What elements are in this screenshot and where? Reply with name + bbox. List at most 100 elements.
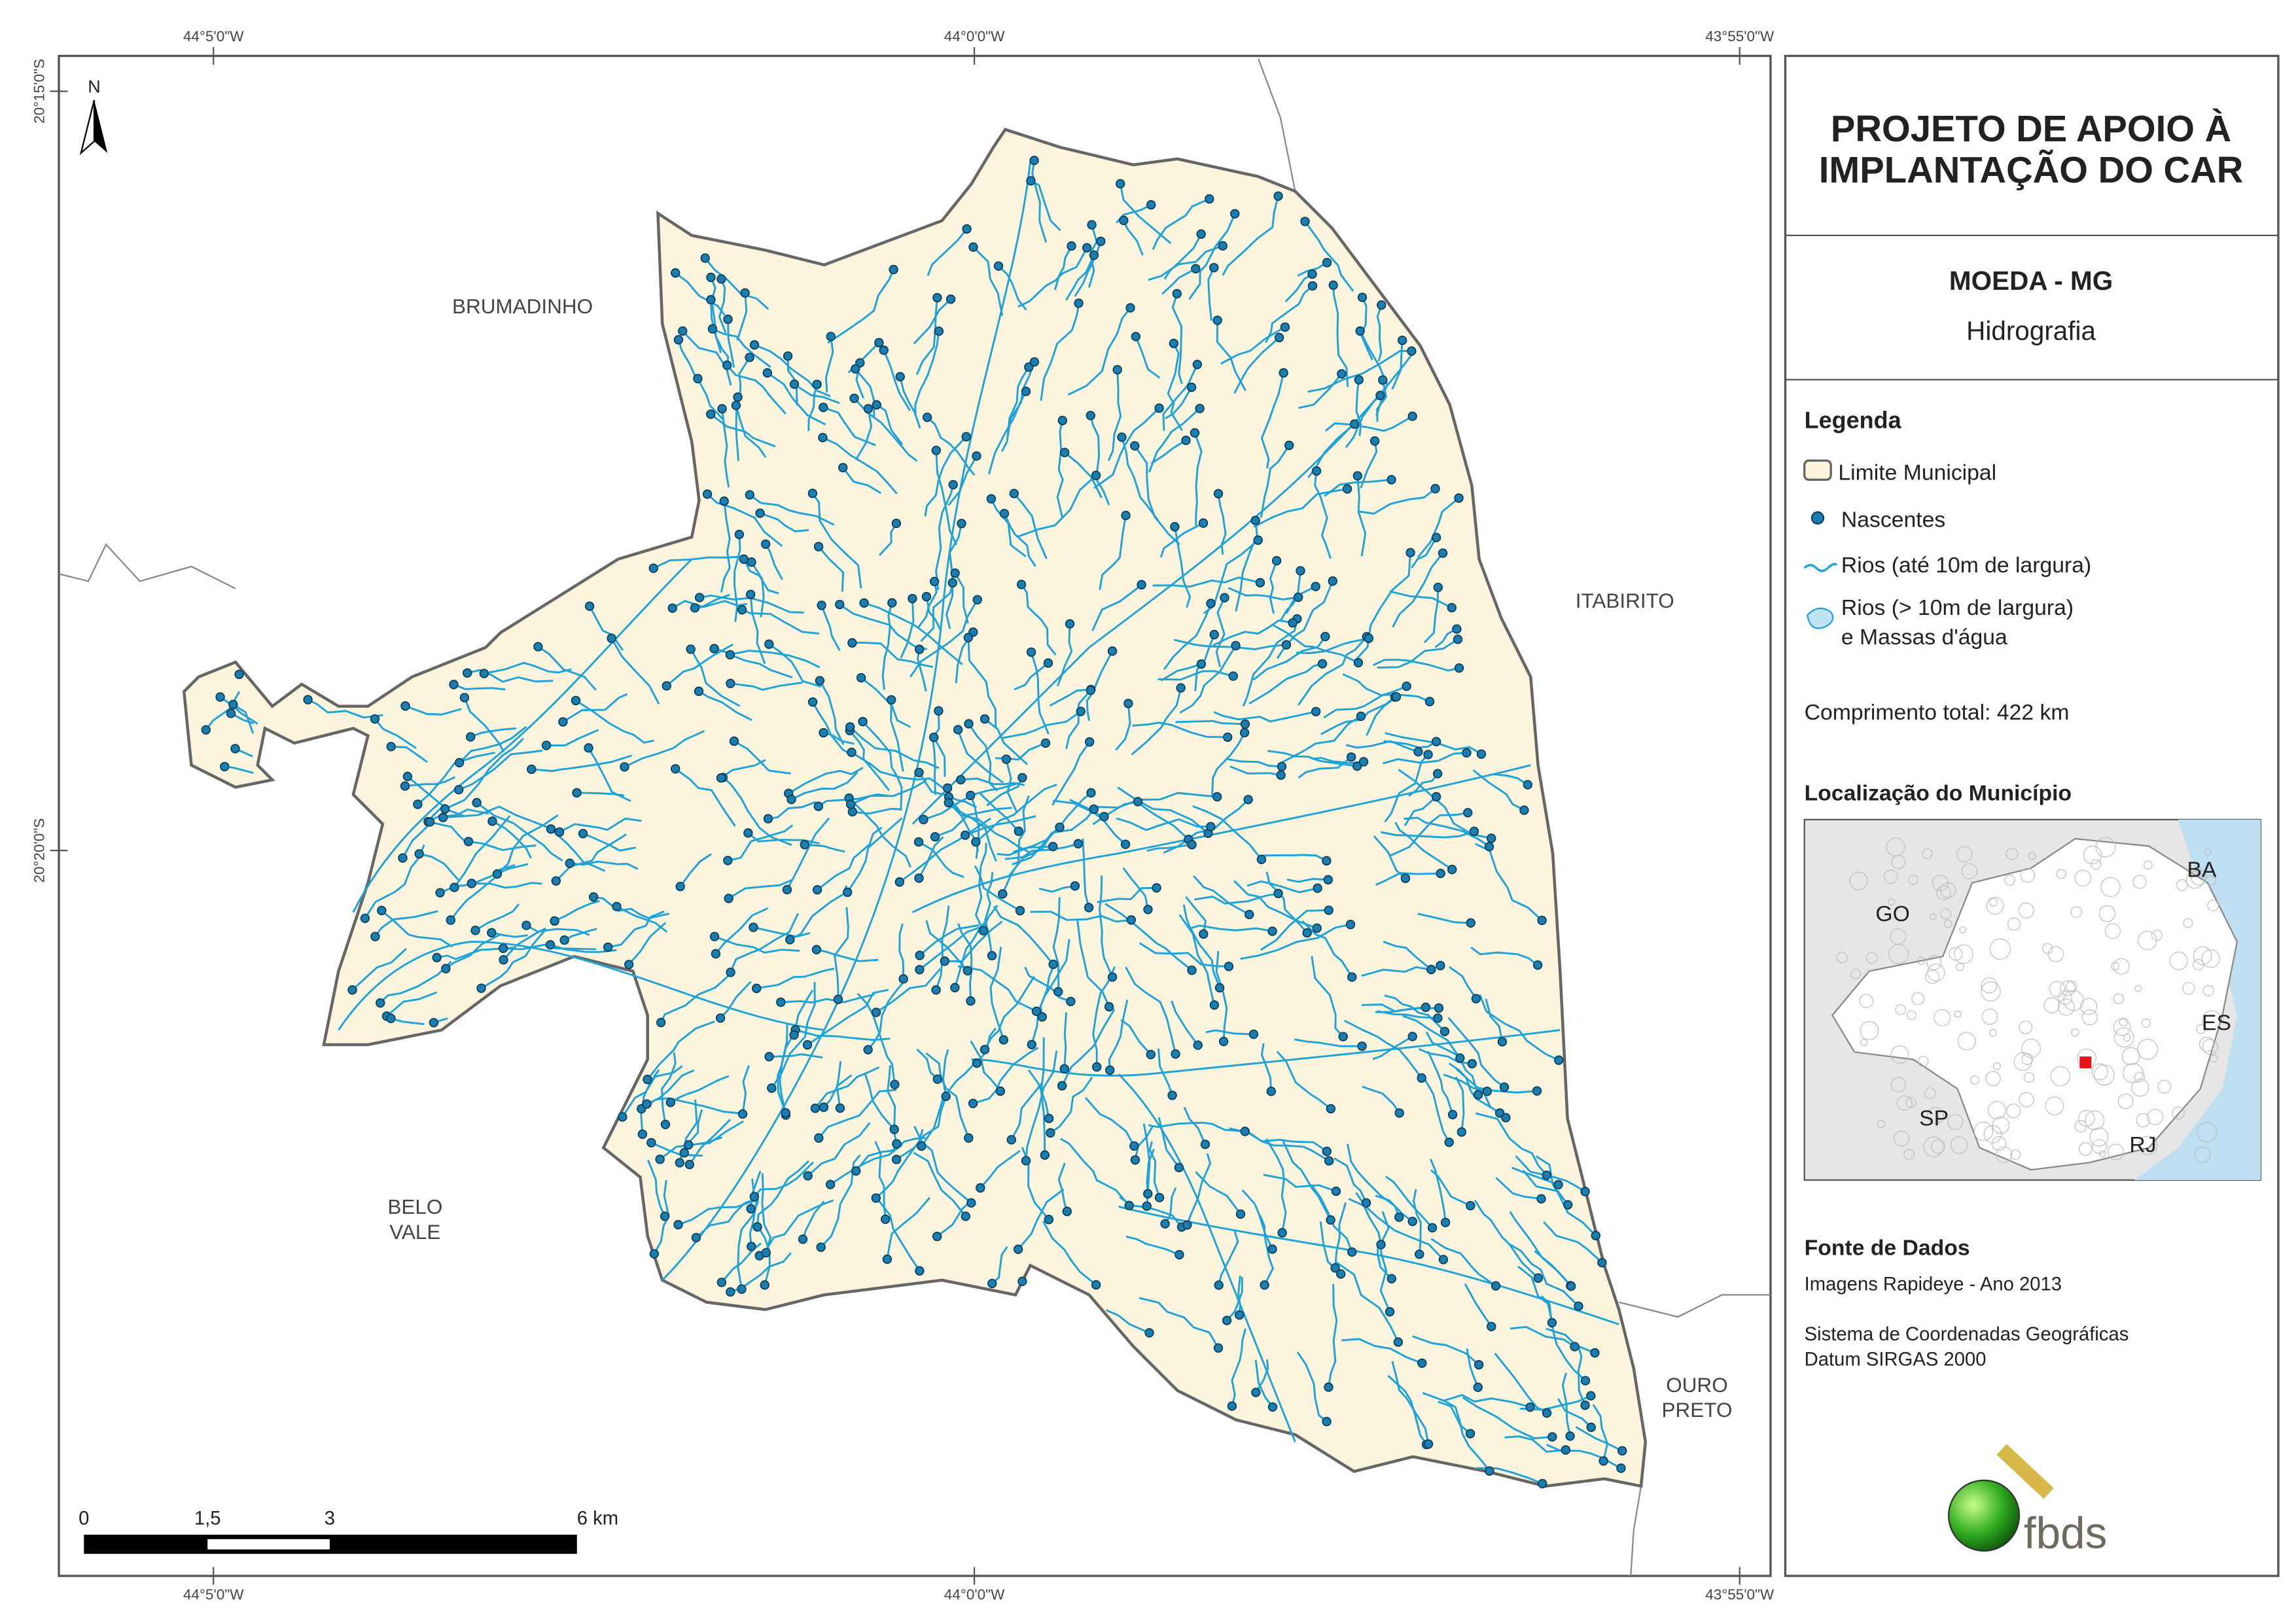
river bbox=[1061, 1009, 1116, 1087]
legend-item: Nascentes bbox=[1841, 507, 1945, 532]
subdivision bbox=[1860, 1021, 1879, 1040]
river bbox=[817, 826, 883, 891]
river bbox=[980, 1149, 1021, 1189]
river bbox=[811, 701, 852, 756]
spring bbox=[1280, 322, 1290, 332]
spring bbox=[686, 644, 696, 654]
neighbor-label: BELO bbox=[387, 1195, 442, 1219]
spring bbox=[1402, 681, 1411, 691]
river bbox=[670, 1075, 730, 1104]
river bbox=[624, 730, 705, 768]
spring bbox=[894, 877, 905, 887]
river bbox=[1000, 366, 1030, 452]
scale-bar bbox=[84, 1535, 577, 1554]
state-label: ES bbox=[2202, 1011, 2231, 1036]
river bbox=[219, 696, 258, 725]
river bbox=[756, 968, 835, 990]
river bbox=[864, 602, 963, 665]
spring bbox=[402, 771, 413, 782]
river bbox=[915, 297, 938, 375]
spring bbox=[1279, 368, 1288, 378]
river bbox=[984, 871, 994, 956]
spring bbox=[1300, 217, 1310, 226]
river bbox=[650, 1142, 703, 1157]
subdivision bbox=[2010, 1149, 2021, 1160]
river bbox=[727, 319, 735, 368]
river bbox=[646, 1069, 695, 1105]
spring bbox=[1397, 336, 1407, 345]
spring bbox=[1130, 1155, 1140, 1165]
spring bbox=[941, 1091, 951, 1102]
spring bbox=[1006, 1135, 1016, 1145]
spring bbox=[1322, 1416, 1332, 1427]
spring bbox=[1501, 1113, 1511, 1123]
river bbox=[730, 682, 803, 691]
spring bbox=[1026, 647, 1036, 657]
spring bbox=[1191, 264, 1201, 273]
spring bbox=[972, 451, 981, 461]
spring bbox=[947, 578, 957, 588]
river bbox=[862, 721, 903, 811]
state-label: RJ bbox=[2129, 1132, 2156, 1157]
river bbox=[1086, 650, 1114, 721]
river bbox=[677, 339, 696, 377]
spring bbox=[892, 1139, 902, 1149]
spring bbox=[1447, 1109, 1458, 1120]
legend-item: Rios (até 10m de largura) bbox=[1841, 553, 2091, 578]
spring bbox=[747, 557, 756, 567]
spring bbox=[1256, 854, 1267, 865]
river bbox=[855, 368, 875, 417]
spring bbox=[740, 288, 750, 298]
river bbox=[1383, 752, 1467, 765]
spring bbox=[1174, 1249, 1184, 1260]
river bbox=[890, 699, 904, 772]
legend-item: Rios (> 10m de largura) bbox=[1841, 595, 2074, 620]
spring bbox=[1322, 258, 1332, 268]
river bbox=[790, 771, 858, 801]
river bbox=[722, 777, 792, 846]
river bbox=[735, 405, 767, 458]
spring bbox=[706, 294, 716, 305]
spring bbox=[551, 876, 561, 886]
river bbox=[1427, 1051, 1454, 1115]
spring bbox=[929, 576, 940, 587]
spring bbox=[1415, 1249, 1424, 1259]
subdivision bbox=[2057, 998, 2075, 1016]
spring bbox=[1209, 262, 1219, 273]
spring bbox=[1048, 841, 1058, 852]
spring bbox=[1407, 346, 1417, 356]
river bbox=[804, 843, 845, 853]
river bbox=[899, 376, 921, 429]
river bbox=[1430, 1159, 1447, 1223]
river bbox=[1040, 303, 1080, 401]
spring bbox=[607, 633, 616, 643]
river bbox=[1323, 685, 1407, 719]
spring bbox=[1073, 839, 1084, 848]
river bbox=[1065, 254, 1095, 301]
spring bbox=[1170, 522, 1180, 532]
spring bbox=[800, 839, 809, 850]
spring bbox=[1137, 580, 1146, 590]
spring bbox=[930, 831, 940, 842]
river bbox=[984, 718, 1029, 765]
spring bbox=[1394, 1212, 1404, 1222]
spring bbox=[1553, 1179, 1563, 1190]
subdivision bbox=[2042, 943, 2053, 954]
spring bbox=[1313, 883, 1322, 893]
spring bbox=[1335, 1269, 1346, 1279]
river bbox=[827, 269, 894, 344]
coord-label: 44°5'0"W bbox=[183, 28, 244, 44]
subdivision bbox=[2071, 1028, 2079, 1037]
spring bbox=[1066, 996, 1076, 1007]
spring bbox=[863, 1045, 873, 1055]
spring bbox=[1574, 1301, 1583, 1311]
river bbox=[675, 272, 726, 316]
subdivision bbox=[1989, 898, 1998, 907]
spring bbox=[845, 722, 855, 732]
spring bbox=[1125, 303, 1135, 313]
river bbox=[1185, 896, 1207, 935]
spring bbox=[425, 817, 435, 827]
river bbox=[1135, 336, 1161, 379]
river bbox=[1423, 587, 1439, 644]
river bbox=[842, 466, 881, 495]
